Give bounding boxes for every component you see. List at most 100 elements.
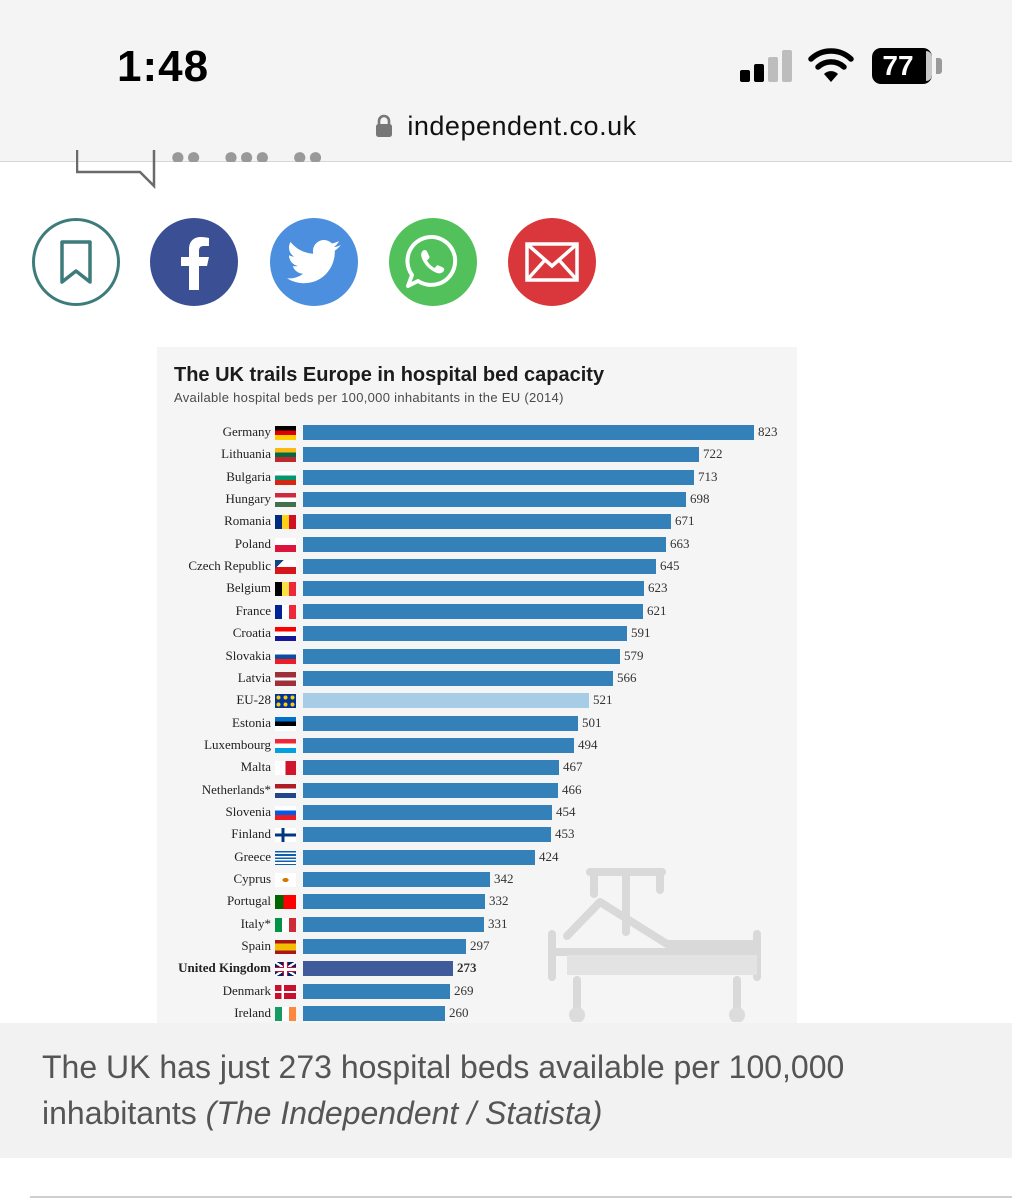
chart-data-label: 297 — [470, 938, 490, 954]
battery-icon: 77 — [872, 48, 932, 84]
chart-image[interactable]: The UK trails Europe in hospital bed cap… — [157, 347, 797, 1023]
flag-germany-icon — [275, 426, 296, 440]
email-icon — [525, 242, 579, 282]
whatsapp-share-button[interactable] — [389, 218, 477, 306]
chart-data-label: 331 — [488, 915, 508, 931]
chart-data-label: 332 — [489, 893, 509, 909]
flag-slovenia-icon — [275, 805, 296, 820]
chart-data-label: 521 — [593, 692, 613, 708]
status-time: 1:48 — [117, 42, 210, 91]
chart-category-label: Czech Republic — [188, 558, 271, 574]
bookmark-icon — [60, 240, 92, 284]
chart-row-luxembourg: Luxembourg 494 — [157, 735, 797, 757]
chart-row-poland: Poland 663 — [157, 534, 797, 556]
chart-data-label: 623 — [648, 580, 668, 596]
twitter-share-button[interactable] — [270, 218, 358, 306]
flag-united-kingdom-icon — [275, 962, 296, 977]
flag-croatia-icon — [275, 627, 296, 642]
chart-bar — [303, 559, 656, 575]
flag-czech-republic-icon — [275, 560, 296, 575]
flag-finland-icon — [275, 828, 296, 843]
address-bar[interactable]: independent.co.uk — [0, 106, 1012, 146]
chart-data-label: 566 — [617, 669, 637, 685]
chart-row-denmark: Denmark 269 — [157, 981, 797, 1003]
email-share-button[interactable] — [508, 218, 596, 306]
chart-bar — [303, 737, 574, 753]
flag-belgium-icon — [275, 582, 296, 597]
chart-data-label: 273 — [457, 960, 477, 976]
chart-row-malta: Malta 467 — [157, 757, 797, 779]
chart-row-greece: Greece 424 — [157, 847, 797, 869]
chart-row-estonia: Estonia 501 — [157, 713, 797, 735]
chart-category-label: France — [235, 602, 271, 618]
chart-bar — [303, 804, 552, 820]
chart-subtitle: Available hospital beds per 100,000 inha… — [174, 390, 564, 405]
chart-row-france: France 621 — [157, 601, 797, 623]
flag-ireland-icon — [275, 1007, 296, 1022]
chart-row-czech-republic: Czech Republic 645 — [157, 556, 797, 578]
chart-bar — [303, 782, 558, 798]
flag-cyprus-icon — [275, 873, 296, 887]
chart-row-eu-28: EU-28 521 — [157, 690, 797, 712]
chart-data-label: 621 — [647, 602, 667, 618]
battery-level: 77 — [882, 50, 914, 81]
battery-tip — [936, 58, 942, 74]
chart-data-label: 453 — [555, 826, 575, 842]
chart-data-label: 579 — [624, 647, 644, 663]
chart-category-label: Finland — [231, 826, 271, 842]
bookmark-button[interactable] — [32, 218, 120, 306]
chart-data-label: 494 — [578, 736, 598, 752]
flag-hungary-icon — [275, 493, 296, 508]
chart-bar — [303, 872, 490, 887]
chart-row-germany: Germany 823 — [157, 422, 797, 444]
comment-icon[interactable] — [76, 150, 158, 190]
chart-data-label: 424 — [539, 848, 559, 864]
flag-greece-icon — [275, 850, 296, 865]
chart-row-italy: Italy* 331 — [157, 914, 797, 936]
facebook-share-button[interactable] — [150, 218, 238, 306]
cellular-signal-icon — [740, 50, 792, 82]
chart-category-label: Netherlands* — [201, 781, 271, 797]
chart-bar — [303, 849, 535, 865]
chart-row-latvia: Latvia 566 — [157, 668, 797, 690]
chart-category-label: Bulgaria — [226, 468, 271, 484]
chart-bar — [303, 1006, 445, 1022]
chart-bar — [303, 693, 589, 709]
chart-bar — [303, 492, 686, 508]
chart-data-label: 663 — [670, 535, 690, 551]
chart-category-label: Latvia — [237, 669, 271, 685]
chart-bar — [303, 469, 694, 485]
divider — [30, 1196, 1012, 1198]
flag-denmark-icon — [275, 984, 296, 999]
flag-portugal-icon — [275, 895, 296, 910]
chart-row-united-kingdom: United Kingdom 273 — [157, 958, 797, 980]
chart-data-label: 466 — [562, 781, 582, 797]
chart-row-spain: Spain 297 — [157, 936, 797, 958]
flag-latvia-icon — [275, 671, 296, 686]
chart-row-ireland: Ireland 260 — [157, 1003, 797, 1023]
chart-bar — [303, 916, 484, 932]
chart-category-label: Estonia — [232, 714, 271, 730]
chart-category-label: Germany — [222, 424, 271, 439]
url-text: independent.co.uk — [407, 110, 637, 141]
browser-top-bar: 1:48 77 independent.co.uk — [0, 0, 1012, 162]
chart-row-romania: Romania 671 — [157, 511, 797, 533]
chart-category-label: Malta — [240, 759, 271, 775]
chart-bar — [303, 648, 620, 664]
chart-bar — [303, 514, 671, 530]
flag-lithuania-icon — [275, 448, 296, 463]
chart-bar — [303, 894, 485, 910]
chart-category-label: Ireland — [234, 1005, 271, 1021]
chart-bar — [303, 715, 578, 731]
chart-data-label: 454 — [556, 803, 576, 819]
flag-italy-icon — [275, 917, 296, 932]
chart-category-label: Luxembourg — [204, 736, 271, 752]
chart-data-label: 591 — [631, 625, 651, 641]
chart-row-croatia: Croatia 591 — [157, 623, 797, 645]
chart-row-slovenia: Slovenia 454 — [157, 802, 797, 824]
chart-category-label: Italy* — [240, 915, 271, 931]
caption-box — [0, 1023, 1012, 1158]
caption-text: The UK has just 273 hospital beds availa… — [42, 1049, 845, 1131]
chart-category-label: Romania — [224, 513, 271, 529]
